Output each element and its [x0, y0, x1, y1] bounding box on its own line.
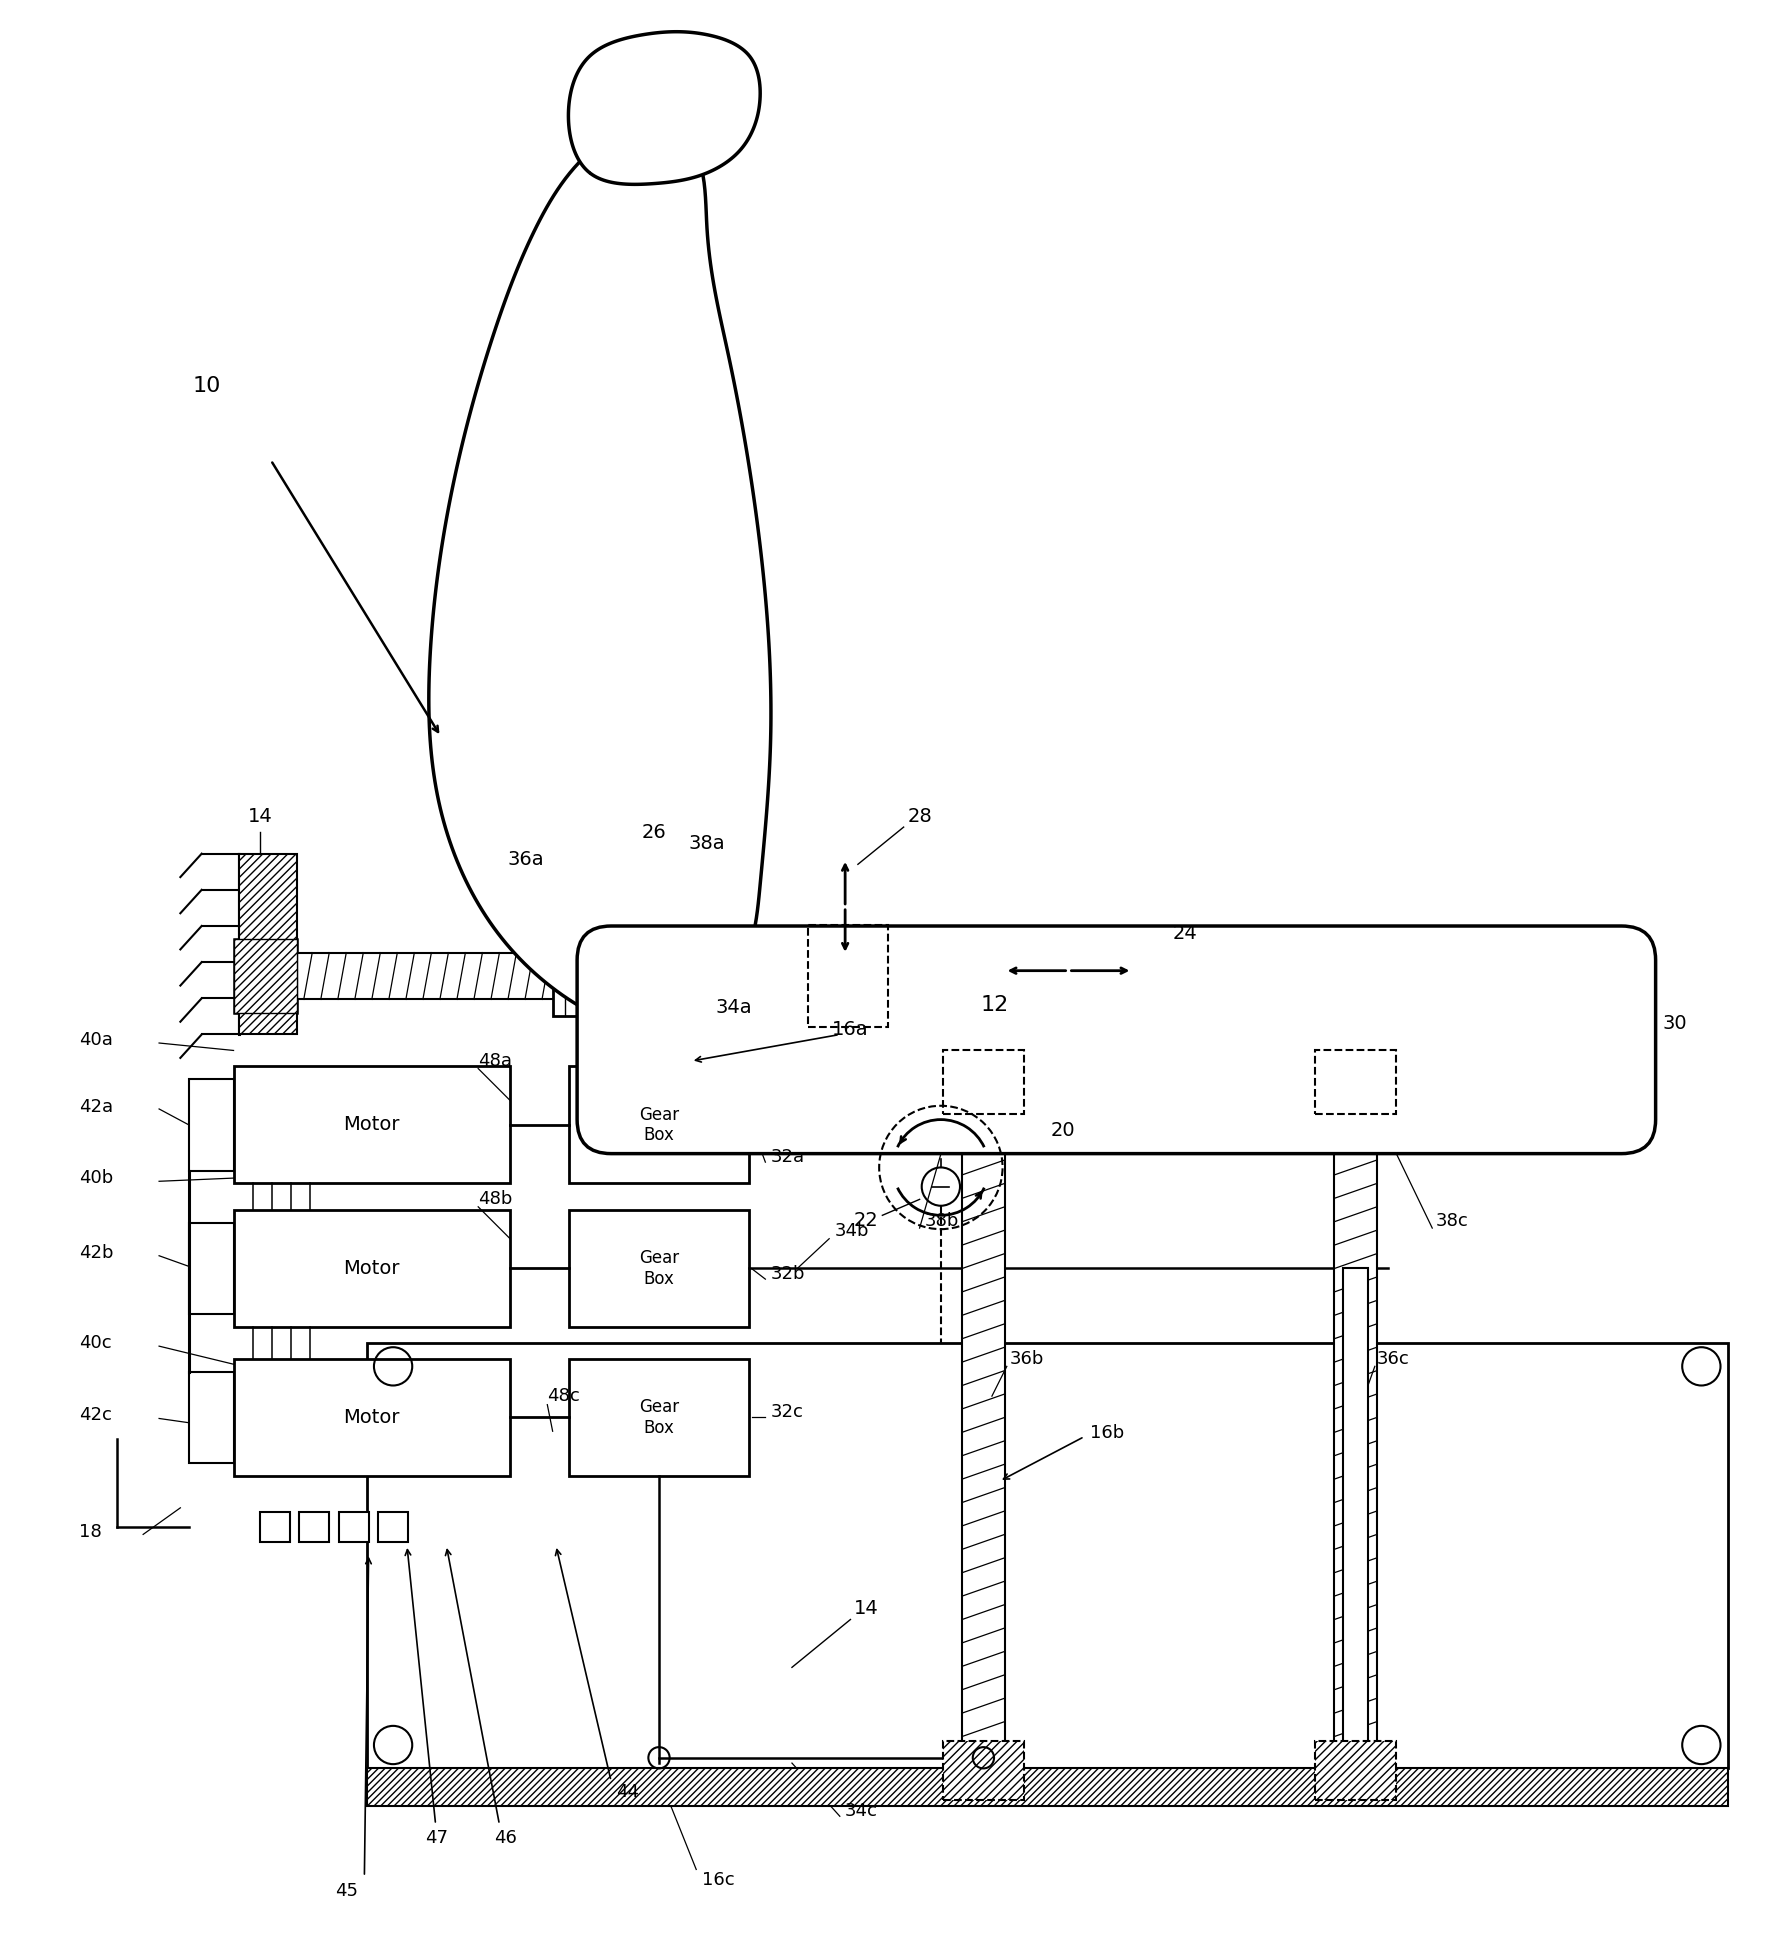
Text: 38c: 38c [1436, 1212, 1468, 1230]
Bar [568, 1210, 750, 1327]
Text: 34a: 34a [714, 997, 752, 1017]
Text: 34b: 34b [834, 1222, 870, 1240]
Text: 48b: 48b [479, 1191, 513, 1208]
Text: 28: 28 [907, 806, 932, 826]
Text: 22: 22 [854, 1210, 879, 1230]
Text: 26: 26 [641, 824, 666, 841]
Bar [568, 1066, 750, 1183]
Text: 42a: 42a [79, 1097, 114, 1117]
Bar [234, 1210, 511, 1327]
Text: 40b: 40b [79, 1169, 114, 1187]
Bar [300, 1513, 329, 1542]
Bar [568, 1359, 750, 1476]
Text: 14: 14 [854, 1599, 879, 1618]
Text: 16a: 16a [832, 1019, 868, 1038]
Text: 45: 45 [334, 1882, 357, 1899]
Text: 16c: 16c [702, 1872, 734, 1890]
Text: 38b: 38b [925, 1212, 959, 1230]
Text: 48c: 48c [547, 1388, 580, 1405]
Text: 38a: 38a [689, 834, 725, 853]
Text: 32a: 32a [772, 1148, 805, 1165]
Text: 36b: 36b [1011, 1351, 1045, 1368]
Text: 10: 10 [193, 375, 221, 396]
Bar [296, 953, 963, 999]
Bar [234, 939, 296, 1013]
Bar [189, 1372, 234, 1464]
Bar [234, 1359, 511, 1476]
Text: 30: 30 [1663, 1015, 1688, 1033]
Text: 36c: 36c [1377, 1351, 1409, 1368]
Text: 42c: 42c [79, 1405, 113, 1425]
Bar [366, 1769, 1727, 1806]
Text: 42b: 42b [79, 1243, 114, 1261]
Text: 46: 46 [495, 1829, 516, 1847]
Bar [952, 1066, 1014, 1117]
Bar [818, 935, 872, 1017]
Text: 47: 47 [425, 1829, 448, 1847]
Text: 24: 24 [1173, 923, 1198, 943]
Text: 36a: 36a [507, 849, 545, 869]
Bar [239, 853, 296, 1035]
Bar [234, 1066, 511, 1183]
Text: Gear
Box: Gear Box [639, 1398, 679, 1437]
Text: Motor: Motor [343, 1115, 400, 1134]
Bar [943, 1741, 1023, 1800]
Text: 32b: 32b [772, 1265, 805, 1282]
Bar [366, 1343, 1727, 1769]
Bar [963, 1109, 1006, 1747]
Text: 20: 20 [1050, 1120, 1075, 1140]
Bar [339, 1513, 368, 1542]
Text: 44: 44 [616, 1782, 639, 1802]
Bar [234, 939, 296, 1013]
Text: 48a: 48a [479, 1052, 513, 1070]
Bar [189, 1222, 234, 1314]
Bar [1314, 1050, 1397, 1115]
Text: Gear
Box: Gear Box [639, 1249, 679, 1288]
Text: 40a: 40a [79, 1031, 113, 1048]
Bar [552, 935, 605, 1017]
Text: 12: 12 [981, 996, 1009, 1015]
Text: 32c: 32c [772, 1403, 804, 1421]
Text: Gear
Box: Gear Box [639, 1105, 679, 1144]
Bar [1323, 1066, 1388, 1117]
Text: Motor: Motor [343, 1259, 400, 1279]
Polygon shape [429, 129, 772, 1025]
Bar [379, 1513, 407, 1542]
Bar [943, 1050, 1023, 1115]
Text: 34c: 34c [845, 1802, 879, 1819]
Polygon shape [568, 31, 761, 183]
Bar [261, 1513, 289, 1542]
FancyBboxPatch shape [577, 925, 1656, 1154]
Text: 40c: 40c [79, 1333, 113, 1353]
Bar [1343, 1269, 1368, 1747]
Text: 16b: 16b [1089, 1425, 1123, 1443]
Text: Motor: Motor [343, 1407, 400, 1427]
Bar [189, 1079, 234, 1171]
Text: 18: 18 [79, 1523, 102, 1542]
Bar [807, 925, 888, 1027]
Text: 14: 14 [248, 806, 273, 826]
Bar [1334, 1109, 1377, 1747]
Bar [1314, 1741, 1397, 1800]
